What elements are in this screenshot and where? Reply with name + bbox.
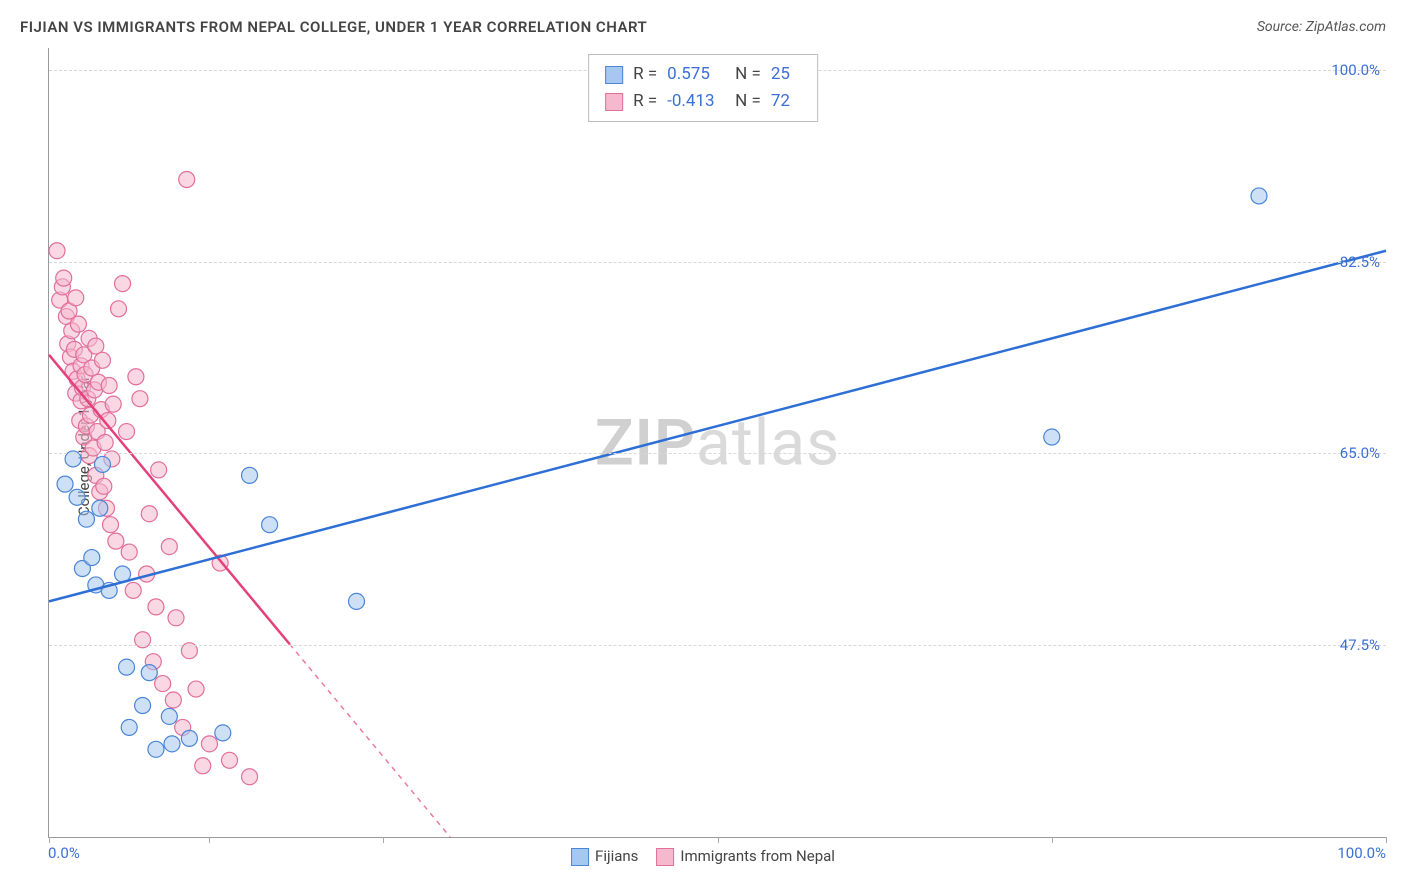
legend-n-label: N = [735,88,761,115]
scatter-point [119,659,135,675]
scatter-point [111,301,127,317]
legend-n-value: 25 [771,61,801,88]
scatter-point [88,338,104,354]
scatter-point [119,424,135,440]
scatter-point [108,533,124,549]
y-tick-label: 82.5% [1340,253,1380,271]
plot-area: ZIPatlas 100.0%82.5%65.0%47.5% [48,48,1386,838]
legend-n-label: N = [735,61,761,88]
scatter-point [115,276,131,292]
legend-swatch [656,848,674,866]
scatter-point [201,736,217,752]
scatter-point [242,769,258,785]
scatter-point [165,692,181,708]
scatter-point [57,476,73,492]
scatter-point [125,582,141,598]
gridline-h [49,453,1386,454]
series-legend: Fijians Immigrants from Nepal [571,847,835,866]
gridline-h [49,262,1386,263]
legend-label: Immigrants from Nepal [680,847,835,865]
scatter-point [105,396,121,412]
chart-title: FIJIAN VS IMMIGRANTS FROM NEPAL COLLEGE,… [20,18,647,36]
scatter-point [215,725,231,741]
scatter-point [68,290,84,306]
x-tick [718,837,719,843]
scatter-point [179,172,195,188]
legend-row: R = -0.413 N = 72 [605,88,801,115]
scatter-point [195,758,211,774]
trend-line [49,251,1386,602]
x-tick [209,837,210,843]
scatter-point [164,736,180,752]
legend-r-value: 0.575 [667,61,725,88]
legend-swatch [605,93,623,111]
scatter-point [242,467,258,483]
scatter-point [155,676,171,692]
legend-label: Fijians [595,847,638,865]
x-tick [49,837,50,843]
scatter-point [78,511,94,527]
scatter-point [221,752,237,768]
scatter-point [1251,188,1267,204]
scatter-point [94,352,110,368]
x-axis-max-label: 100.0% [1337,844,1386,862]
chart-header: FIJIAN VS IMMIGRANTS FROM NEPAL COLLEGE,… [20,18,1386,36]
y-tick-label: 65.0% [1340,444,1380,462]
plot-svg [49,48,1386,837]
scatter-point [151,462,167,478]
x-axis-min-label: 0.0% [48,844,80,862]
legend-item: Immigrants from Nepal [656,847,835,866]
y-tick-label: 47.5% [1340,636,1380,654]
scatter-point [96,478,112,494]
scatter-point [121,544,137,560]
scatter-point [56,270,72,286]
scatter-point [121,719,137,735]
scatter-point [141,506,157,522]
scatter-point [69,489,85,505]
y-tick-label: 100.0% [1331,61,1380,79]
scatter-point [161,539,177,555]
scatter-point [188,681,204,697]
scatter-point [168,610,184,626]
scatter-point [181,730,197,746]
legend-item: Fijians [571,847,638,866]
scatter-point [349,593,365,609]
legend-swatch [571,848,589,866]
scatter-point [70,316,86,332]
scatter-point [92,500,108,516]
scatter-point [103,517,119,533]
legend-r-value: -0.413 [667,88,725,115]
legend-r-label: R = [633,88,657,115]
scatter-point [128,369,144,385]
scatter-point [148,741,164,757]
legend-n-value: 72 [771,88,801,115]
chart-source: Source: ZipAtlas.com [1257,19,1386,35]
gridline-h [49,645,1386,646]
x-tick [1052,837,1053,843]
scatter-point [1044,429,1060,445]
x-tick [383,837,384,843]
legend-swatch [605,66,623,84]
scatter-point [97,435,113,451]
x-tick [1386,837,1387,843]
scatter-point [84,550,100,566]
legend-row: R = 0.575 N = 25 [605,61,801,88]
scatter-point [132,391,148,407]
scatter-point [141,665,157,681]
correlation-legend: R = 0.575 N = 25 R = -0.413 N = 72 [588,54,818,122]
scatter-point [101,378,117,394]
scatter-point [262,517,278,533]
trend-line-extrapolated [290,644,450,837]
scatter-point [161,708,177,724]
legend-r-label: R = [633,61,657,88]
scatter-point [135,698,151,714]
scatter-point [49,243,65,259]
scatter-point [148,599,164,615]
scatter-point [94,456,110,472]
